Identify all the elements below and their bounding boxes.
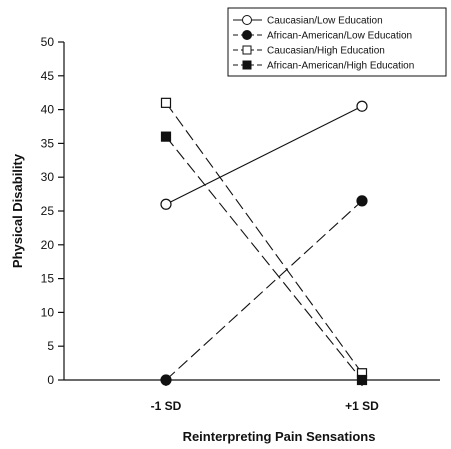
data-point-0 bbox=[160, 131, 172, 142]
legend-label: African-American/High Education bbox=[267, 61, 414, 72]
legend-item: African-American/Low Education bbox=[233, 30, 412, 42]
series-3 bbox=[160, 131, 368, 386]
legend-item: Caucasian/High Education bbox=[233, 45, 385, 57]
series-2 bbox=[160, 97, 368, 379]
legend-box bbox=[227, 7, 447, 77]
series-line bbox=[165, 102, 363, 374]
series-line bbox=[165, 200, 363, 381]
legend-marker bbox=[242, 30, 252, 40]
legend-marker bbox=[242, 60, 252, 70]
y-tick-label: 50 bbox=[41, 35, 55, 49]
series-1 bbox=[160, 195, 368, 386]
data-point-0 bbox=[160, 198, 172, 210]
x-ticks: -1 SD +1 SD bbox=[151, 380, 379, 413]
series-0 bbox=[160, 100, 368, 210]
y-tick-label: 35 bbox=[41, 136, 55, 150]
data-point-0 bbox=[160, 374, 172, 386]
y-ticks: 0 5 10 15 20 25 30 35 40 45 50 bbox=[41, 35, 64, 387]
legend: Caucasian/Low Education African-American/… bbox=[227, 7, 447, 77]
y-tick-label: 20 bbox=[41, 238, 55, 252]
x-axis-label: Reinterpreting Pain Sensations bbox=[183, 429, 376, 444]
legend-marker bbox=[242, 15, 252, 25]
legend-item: African-American/High Education bbox=[233, 60, 414, 72]
series-layer bbox=[160, 97, 368, 386]
data-point-1 bbox=[356, 195, 368, 207]
series-line bbox=[165, 105, 363, 205]
legend-item: Caucasian/Low Education bbox=[233, 15, 383, 27]
y-tick-label: 45 bbox=[41, 69, 55, 83]
legend-label: African-American/Low Education bbox=[267, 31, 412, 42]
y-tick-label: 25 bbox=[41, 204, 55, 218]
data-point-1 bbox=[356, 374, 368, 386]
data-point-0 bbox=[160, 97, 172, 108]
x-tick-label: -1 SD bbox=[151, 399, 182, 413]
y-tick-label: 0 bbox=[47, 373, 54, 387]
x-tick-label: +1 SD bbox=[345, 399, 379, 413]
y-tick-label: 30 bbox=[41, 170, 55, 184]
legend-label: Caucasian/High Education bbox=[267, 46, 385, 57]
y-tick-label: 5 bbox=[47, 339, 54, 353]
y-axis-label: Physical Disability bbox=[10, 153, 25, 268]
axes bbox=[63, 42, 440, 381]
series-line bbox=[165, 136, 363, 381]
legend-marker bbox=[242, 45, 252, 55]
y-tick-label: 15 bbox=[41, 272, 55, 286]
data-point-1 bbox=[356, 100, 368, 112]
legend-label: Caucasian/Low Education bbox=[267, 16, 383, 27]
y-tick-label: 10 bbox=[41, 305, 55, 319]
y-tick-label: 40 bbox=[41, 103, 55, 117]
